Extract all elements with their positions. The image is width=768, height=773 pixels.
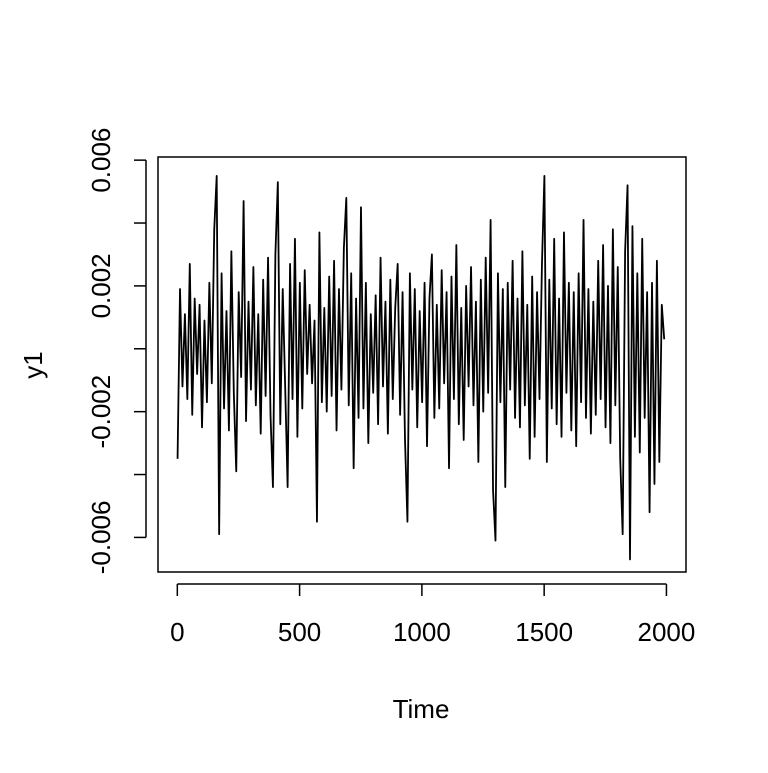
x-tick-label: 1000: [393, 617, 451, 647]
y-axis-label: y1: [18, 351, 48, 378]
x-tick-label: 0: [170, 617, 184, 647]
x-tick-label: 1500: [515, 617, 573, 647]
y-tick-label: -0.002: [86, 375, 116, 449]
x-tick-label: 2000: [638, 617, 696, 647]
y-tick-label: 0.002: [86, 253, 116, 318]
x-tick-label: 500: [278, 617, 321, 647]
y-tick-label: 0.006: [86, 128, 116, 193]
y-tick-label: -0.006: [86, 501, 116, 575]
plot-frame: [157, 156, 687, 573]
x-axis-label: Time: [393, 694, 450, 724]
series-line: [176, 174, 666, 561]
